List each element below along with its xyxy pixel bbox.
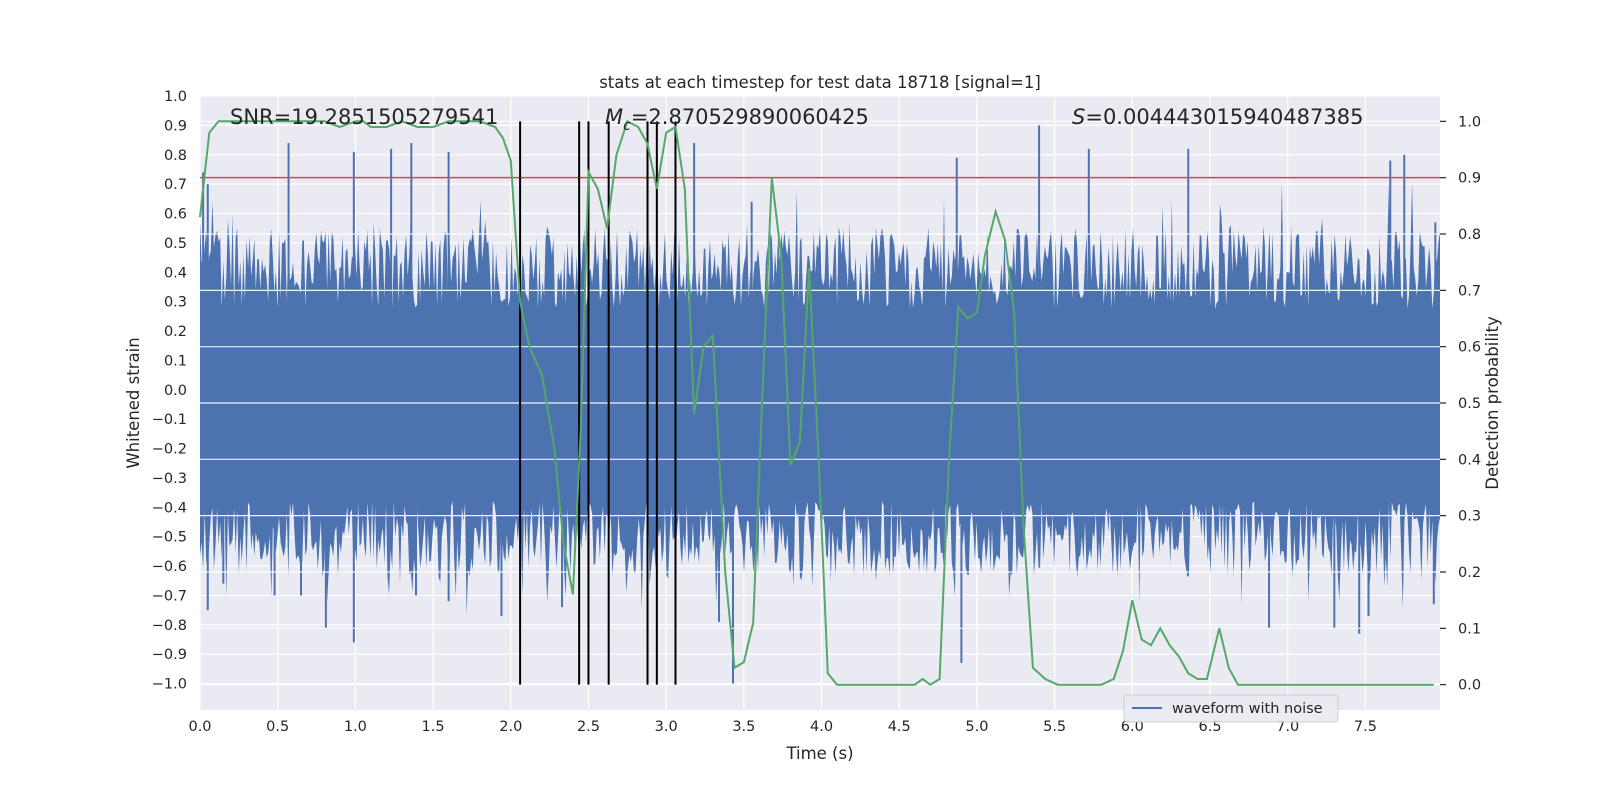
y2-tick-label: 1.0 <box>1458 114 1481 130</box>
y2-tick-label: 0.4 <box>1458 452 1481 468</box>
x-tick-label: 0.5 <box>266 719 289 735</box>
y-tick-label: 1.0 <box>164 89 187 105</box>
y-tick-label: −0.6 <box>152 559 187 575</box>
y-tick-label: 0.7 <box>164 177 187 193</box>
y-tick-label: −0.2 <box>152 442 187 458</box>
y-tick-label: 0.6 <box>164 207 187 223</box>
y2-axis-label: Detection probability <box>1483 316 1502 490</box>
y-tick-label: 0.4 <box>164 265 187 281</box>
y-tick-label: −0.7 <box>152 588 187 604</box>
event-markers <box>519 121 677 685</box>
x-tick-label: 2.0 <box>499 719 522 735</box>
snr-annotation: SNR=19.2851505279541 <box>230 105 498 129</box>
x-tick-label: 1.0 <box>344 719 367 735</box>
y-axis-label: Whitened strain <box>124 337 143 468</box>
x-tick-label: 2.5 <box>577 719 600 735</box>
x-tick-label: 1.5 <box>422 719 445 735</box>
x-axis-label: Time (s) <box>785 744 853 763</box>
y-tick-label: 0.8 <box>164 148 187 164</box>
chirp-mass-subscript: c <box>623 118 631 134</box>
y2-tick-label: 0.7 <box>1458 283 1481 299</box>
x-tick-label: 5.5 <box>1043 719 1066 735</box>
y-tick-label: 0.3 <box>164 295 187 311</box>
chirp-mass-value: =2.870529890060425 <box>631 105 869 129</box>
y2-tick-label: 0.9 <box>1458 171 1481 187</box>
waveform-noise-band <box>200 181 1440 617</box>
legend: waveform with noise <box>1123 694 1339 723</box>
y2-tick-label: 0.6 <box>1458 340 1481 356</box>
x-axis-ticks: 0.0 0.5 1.0 1.5 2.0 2.5 3.0 3.5 4.0 4.5 5.0 5.5 6.0 6… <box>188 719 1376 735</box>
y-tick-label: −0.5 <box>152 530 187 546</box>
x-tick-label: 6.5 <box>1198 719 1221 735</box>
chirp-mass-symbol: M <box>605 105 623 129</box>
s-statistic-symbol: S <box>1072 105 1085 129</box>
x-tick-label: 3.5 <box>732 719 755 735</box>
y-tick-label: 0.1 <box>164 353 187 369</box>
x-tick-label: 0.0 <box>188 719 211 735</box>
y-tick-label: −0.3 <box>152 471 187 487</box>
y-tick-label: 0.9 <box>164 118 187 134</box>
y2-axis-ticks: 0.0 0.1 0.2 0.3 0.4 0.5 0.6 0.7 0.8 0.9 1.0 <box>1440 114 1481 694</box>
y2-tick-label: 0.5 <box>1458 396 1481 412</box>
legend-box <box>1123 694 1339 723</box>
s-statistic-annotation: S=0.004443015940487385 <box>1072 105 1363 129</box>
y-tick-label: −0.4 <box>152 500 187 516</box>
s-statistic-value: =0.004443015940487385 <box>1085 105 1363 129</box>
y-tick-label: 0.5 <box>164 236 187 252</box>
y-tick-label: −0.8 <box>152 618 187 634</box>
y-tick-label: 0.0 <box>164 383 187 399</box>
x-tick-label: 4.5 <box>888 719 911 735</box>
y2-tick-label: 0.1 <box>1458 621 1481 637</box>
x-tick-label: 3.0 <box>655 719 678 735</box>
y2-tick-label: 0.0 <box>1458 678 1481 694</box>
chart-title: stats at each timestep for test data 187… <box>599 73 1041 92</box>
y-tick-label: −0.1 <box>152 412 187 428</box>
y2-tick-label: 0.2 <box>1458 565 1481 581</box>
x-tick-label: 6.0 <box>1121 719 1144 735</box>
y-tick-label: 0.2 <box>164 324 187 340</box>
x-tick-label: 5.0 <box>965 719 988 735</box>
detection-probability-line <box>199 119 1434 686</box>
chirp-mass-annotation: Mc=2.870529890060425 <box>605 105 869 134</box>
y-axis-ticks: −1.0 −0.9 −0.8 −0.7 −0.6 −0.5 −0.4 −0.3 −0.2 −0.1… <box>152 89 187 693</box>
y2-tick-label: 0.3 <box>1458 509 1481 525</box>
legend-label: waveform with noise <box>1172 701 1323 717</box>
x-tick-label: 4.0 <box>810 719 833 735</box>
y-tick-label: −0.9 <box>152 647 187 663</box>
x-tick-label: 7.5 <box>1354 719 1377 735</box>
y2-tick-label: 0.8 <box>1458 227 1481 243</box>
x-tick-label: 7.0 <box>1276 719 1299 735</box>
y-tick-label: −1.0 <box>152 677 187 693</box>
